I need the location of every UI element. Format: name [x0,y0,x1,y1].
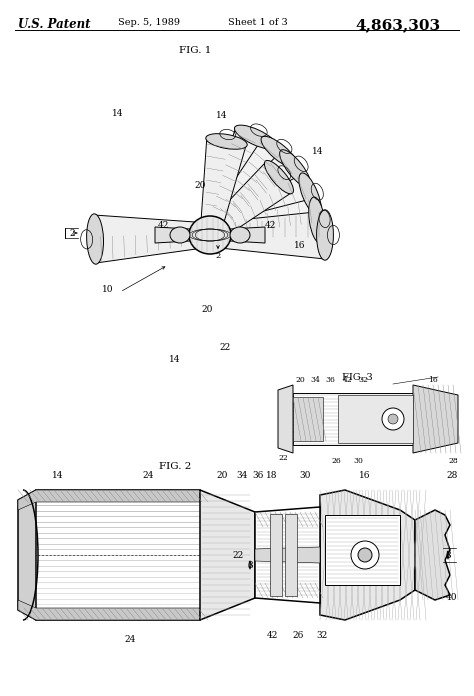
FancyBboxPatch shape [293,397,323,441]
Polygon shape [203,162,292,243]
Circle shape [382,408,404,430]
Text: 42: 42 [343,376,353,384]
Text: 16: 16 [359,471,371,480]
Ellipse shape [230,227,250,243]
Polygon shape [413,385,458,453]
Text: 3: 3 [247,560,253,569]
Text: 30: 30 [299,471,310,480]
Text: 32: 32 [358,376,368,384]
Text: 14: 14 [169,356,181,365]
Text: 4,863,303: 4,863,303 [355,18,440,32]
Text: 14: 14 [216,111,228,120]
Polygon shape [18,490,36,620]
Polygon shape [255,547,320,563]
Text: 28: 28 [448,457,458,465]
Ellipse shape [206,134,247,149]
Text: 34: 34 [310,376,320,384]
Text: 14: 14 [112,109,124,118]
Polygon shape [18,600,200,620]
Text: Sep. 5, 1989: Sep. 5, 1989 [118,18,180,27]
Text: 22: 22 [278,454,288,462]
Polygon shape [415,510,450,600]
Ellipse shape [299,173,321,216]
Text: 18: 18 [266,471,278,480]
Ellipse shape [317,209,333,260]
Text: 42: 42 [264,221,276,230]
Text: 32: 32 [316,631,328,640]
Polygon shape [209,198,320,245]
Text: U.S. Patent: U.S. Patent [18,18,91,31]
Polygon shape [255,507,320,603]
Text: 3: 3 [445,551,451,560]
Polygon shape [94,215,210,263]
Text: 20: 20 [295,376,305,384]
Ellipse shape [280,150,310,187]
Text: 24: 24 [142,471,154,480]
Ellipse shape [261,136,298,168]
Ellipse shape [189,216,231,254]
Text: FIG. 1: FIG. 1 [179,46,211,55]
Text: 26: 26 [331,457,341,465]
Polygon shape [278,385,293,453]
Polygon shape [201,128,275,239]
Text: 16: 16 [294,241,306,249]
Text: FIG. 2: FIG. 2 [159,462,191,471]
Text: 42: 42 [266,631,278,640]
Text: 20: 20 [194,180,206,189]
Text: 16: 16 [428,376,438,384]
Text: 10: 10 [102,285,114,294]
Text: 34: 34 [237,471,248,480]
Ellipse shape [309,197,325,243]
Text: 20: 20 [201,306,213,315]
Text: 20: 20 [216,471,228,480]
Polygon shape [200,138,246,237]
FancyBboxPatch shape [338,395,413,443]
Text: 36: 36 [252,471,264,480]
FancyBboxPatch shape [325,515,400,585]
Polygon shape [285,514,297,596]
Polygon shape [202,138,296,242]
Ellipse shape [264,161,293,194]
Ellipse shape [87,214,103,264]
Polygon shape [204,151,309,243]
Ellipse shape [235,125,277,149]
Polygon shape [230,227,265,243]
Text: 24: 24 [124,635,136,644]
Text: Sheet 1 of 3: Sheet 1 of 3 [228,18,288,27]
Text: 22: 22 [219,344,231,352]
Polygon shape [155,227,190,243]
Polygon shape [210,211,325,259]
Ellipse shape [170,227,190,243]
FancyBboxPatch shape [293,393,413,445]
Polygon shape [18,490,200,510]
Circle shape [358,548,372,562]
Text: 30: 30 [353,457,363,465]
Text: 14: 14 [312,148,324,157]
Text: 2: 2 [215,252,220,260]
Text: 40: 40 [446,594,458,603]
Text: 26: 26 [292,631,304,640]
Polygon shape [320,490,415,620]
Circle shape [388,414,398,424]
Circle shape [351,541,379,569]
Text: 28: 28 [447,471,458,480]
Text: 22: 22 [232,551,244,560]
Polygon shape [200,490,255,620]
Text: 14: 14 [52,471,64,480]
Polygon shape [206,174,319,244]
Text: 42: 42 [157,221,169,230]
Text: 2: 2 [69,228,75,237]
Text: FIG. 3: FIG. 3 [342,373,373,382]
Polygon shape [270,514,282,596]
Text: 36: 36 [325,376,335,384]
